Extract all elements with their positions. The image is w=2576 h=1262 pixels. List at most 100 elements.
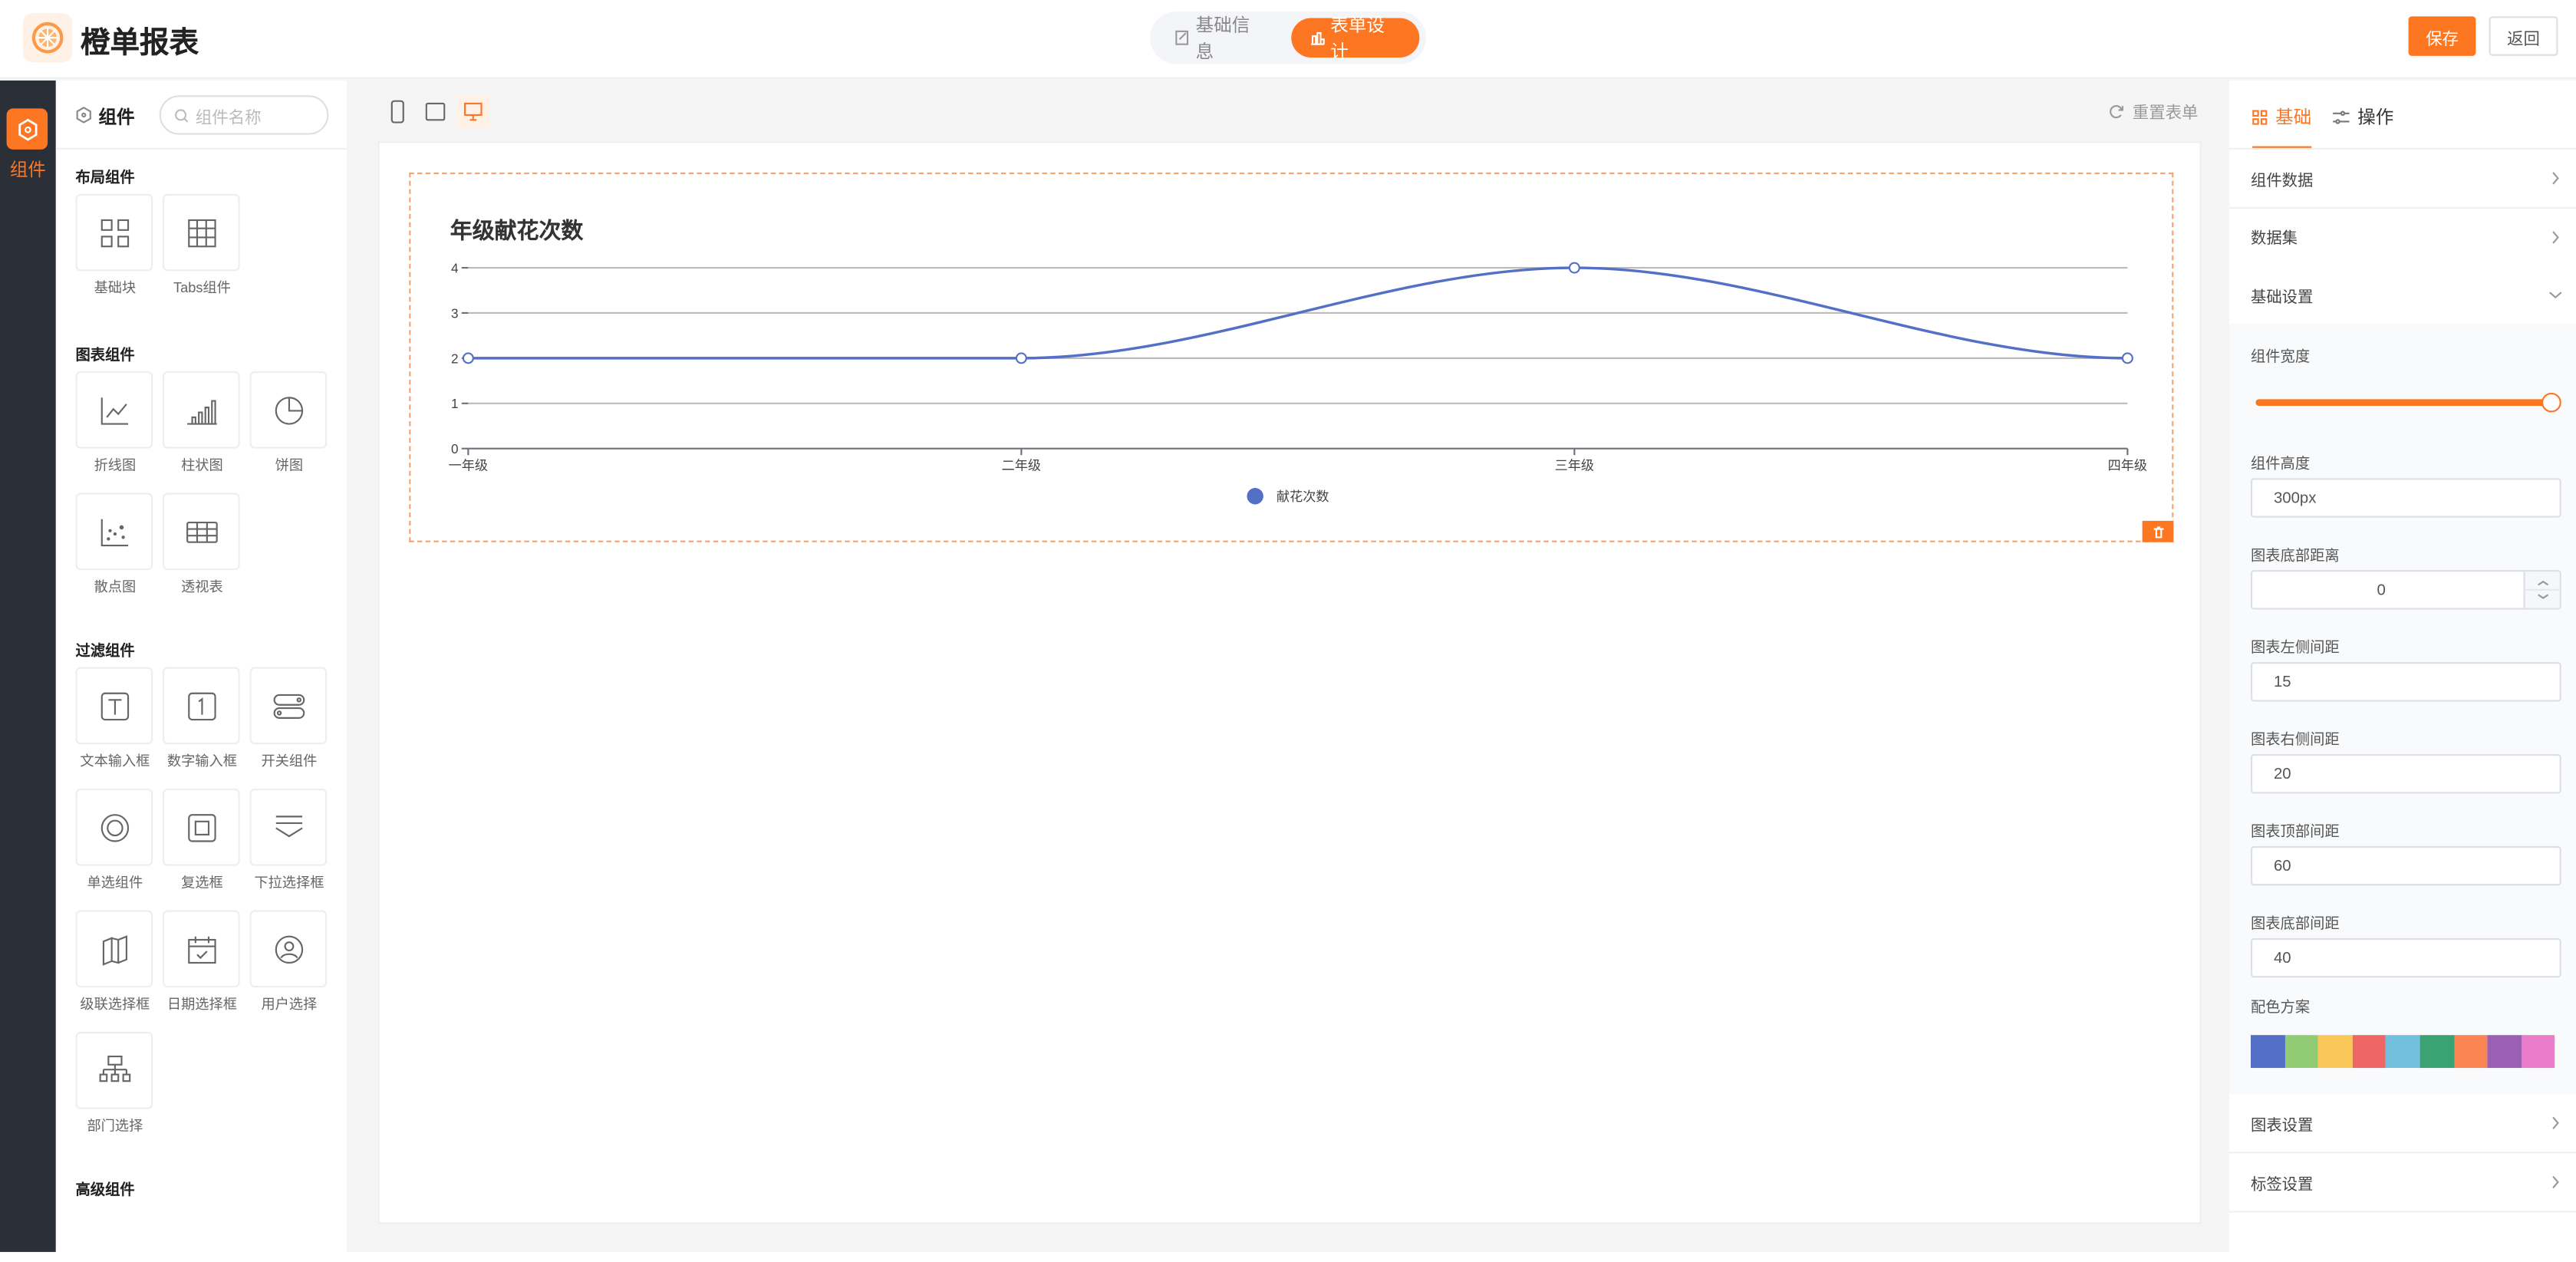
reset-form-button[interactable]: 重置表单 — [2108, 98, 2198, 124]
grid-icon — [2252, 109, 2268, 124]
tab-basic-info[interactable]: 基础信息 — [1157, 16, 1285, 62]
field-input[interactable]: 40 — [2250, 937, 2561, 978]
x-tick-label: 三年级 — [1555, 457, 1594, 473]
settings-row[interactable]: 数据集 — [2229, 207, 2576, 268]
table-grid-icon — [187, 218, 216, 247]
number-stepper[interactable] — [2523, 572, 2561, 608]
settings-row[interactable]: 图表设置 — [2229, 1094, 2576, 1154]
data-point[interactable] — [1015, 352, 1027, 364]
line-chart-component[interactable]: 年级献花次数 0 1 2 3 4 一年级 二年级 三年级 四年级 献花次数 — [409, 172, 2174, 542]
component-tile-label: 开关组件 — [261, 752, 318, 769]
component-tile-org[interactable] — [75, 1031, 153, 1109]
tab-label: 基础 — [2275, 108, 2312, 129]
legend-label[interactable]: 献花次数 — [1276, 489, 1329, 504]
refresh-icon — [2110, 104, 2124, 118]
settings-row-label: 基础设置 — [2250, 288, 2314, 307]
component-icon — [76, 107, 91, 124]
component-tile-number-input[interactable] — [163, 667, 240, 745]
cascade-icon — [101, 934, 127, 965]
mobile-icon — [390, 100, 404, 124]
trash-icon — [2153, 526, 2163, 538]
device-desktop-button[interactable] — [456, 95, 490, 129]
save-button[interactable]: 保存 — [2408, 16, 2476, 56]
field-label: 图表右侧间距 — [2250, 731, 2340, 748]
y-tick-label: 1 — [451, 396, 459, 411]
field-input[interactable]: 300px — [2250, 478, 2561, 518]
data-point[interactable] — [462, 352, 474, 364]
stepper-arrows-icon — [2525, 580, 2561, 599]
component-tile-dropdown[interactable] — [249, 788, 328, 866]
dropdown-icon — [275, 815, 302, 837]
panel-header: 组件 组件名称 — [55, 81, 347, 150]
component-tile-label: 散点图 — [94, 578, 137, 595]
tab-actions[interactable]: 操作 — [2333, 104, 2393, 130]
component-tile-radio[interactable] — [75, 788, 153, 866]
component-tile-switch[interactable] — [249, 667, 328, 745]
component-tile-grid[interactable] — [75, 193, 153, 272]
grid-icon — [100, 218, 129, 247]
field-value: 40 — [2273, 948, 2291, 967]
component-tile-pie-chart[interactable] — [249, 371, 328, 449]
tab-form-design[interactable]: 表单设计 — [1291, 16, 1420, 62]
panel-title: 组件 — [98, 108, 135, 129]
palette-swatch — [2250, 1035, 2285, 1069]
component-tile-bar-chart[interactable] — [163, 371, 240, 449]
field-input[interactable]: 20 — [2250, 753, 2561, 794]
device-tablet-button[interactable] — [419, 95, 452, 128]
component-tile-label: 级联选择框 — [80, 995, 150, 1013]
slider-handle[interactable] — [2541, 392, 2561, 413]
series-line — [468, 266, 2128, 360]
legend-marker[interactable] — [1247, 488, 1263, 505]
field-value: 20 — [2273, 764, 2291, 783]
rail-components-button[interactable] — [6, 108, 48, 150]
width-slider[interactable] — [2255, 392, 2561, 413]
chevron-right-icon — [2552, 230, 2559, 243]
device-mobile-button[interactable] — [381, 95, 414, 128]
component-tile-pivot-table[interactable] — [163, 493, 240, 571]
field-label: 图表底部间距 — [2250, 914, 2340, 932]
switch-icon — [272, 693, 305, 718]
component-tile-label: 日期选择框 — [166, 995, 237, 1013]
tab-basic[interactable]: 基础 — [2252, 104, 2311, 130]
component-tile-checkbox[interactable] — [163, 788, 240, 866]
component-tile-cascade[interactable] — [75, 910, 153, 988]
tab-label: 基础信息 — [1195, 16, 1250, 63]
tab-label: 表单设计 — [1330, 16, 1385, 63]
component-tile-label: Tabs组件 — [173, 279, 231, 296]
settings-row-truncated[interactable] — [2229, 1212, 2576, 1262]
color-palette[interactable] — [2250, 1035, 2555, 1069]
component-tile-table-grid[interactable] — [163, 193, 240, 272]
component-tile-line-chart[interactable] — [75, 371, 153, 449]
data-point[interactable] — [1568, 262, 1580, 274]
component-tile-text-input[interactable] — [75, 667, 153, 745]
y-tick-label: 2 — [451, 351, 459, 366]
chevron-right-icon — [2552, 1175, 2559, 1189]
field-input[interactable]: 0 — [2250, 570, 2561, 610]
field-input[interactable]: 60 — [2250, 845, 2561, 886]
palette-swatch — [2521, 1035, 2555, 1069]
tab-label: 操作 — [2357, 108, 2394, 129]
settings-row[interactable]: 组件数据 — [2229, 149, 2576, 209]
delete-component-button[interactable] — [2142, 520, 2174, 542]
chevron-down-icon — [2549, 292, 2562, 299]
component-tile-scatter[interactable] — [75, 493, 153, 571]
component-tile-calendar[interactable] — [163, 910, 240, 988]
settings-row[interactable]: 基础设置 — [2229, 265, 2576, 326]
x-tick-label: 四年级 — [2108, 457, 2147, 473]
settings-row-label: 组件数据 — [2250, 171, 2314, 190]
radio-icon — [100, 813, 129, 842]
search-icon — [175, 108, 189, 122]
settings-row[interactable]: 标签设置 — [2229, 1153, 2576, 1213]
chevron-right-icon — [2552, 1116, 2559, 1129]
data-point[interactable] — [2121, 352, 2133, 364]
basic-settings-body: 组件宽度 组件高度 300px 图表底部距离 0 图表左侧间距 15 图表右侧间距 20 图表顶… — [2229, 323, 2576, 1095]
pie-chart-icon — [274, 396, 303, 424]
text-input-icon — [100, 691, 129, 720]
back-button[interactable]: 返回 — [2489, 16, 2558, 56]
x-tick-label: 一年级 — [449, 457, 488, 473]
component-search-input[interactable]: 组件名称 — [159, 95, 329, 135]
component-tile-user[interactable] — [249, 910, 328, 988]
logo-orange-icon — [22, 13, 73, 63]
mode-tabs: 基础信息 表单设计 — [1150, 11, 1426, 64]
field-input[interactable]: 15 — [2250, 662, 2561, 702]
